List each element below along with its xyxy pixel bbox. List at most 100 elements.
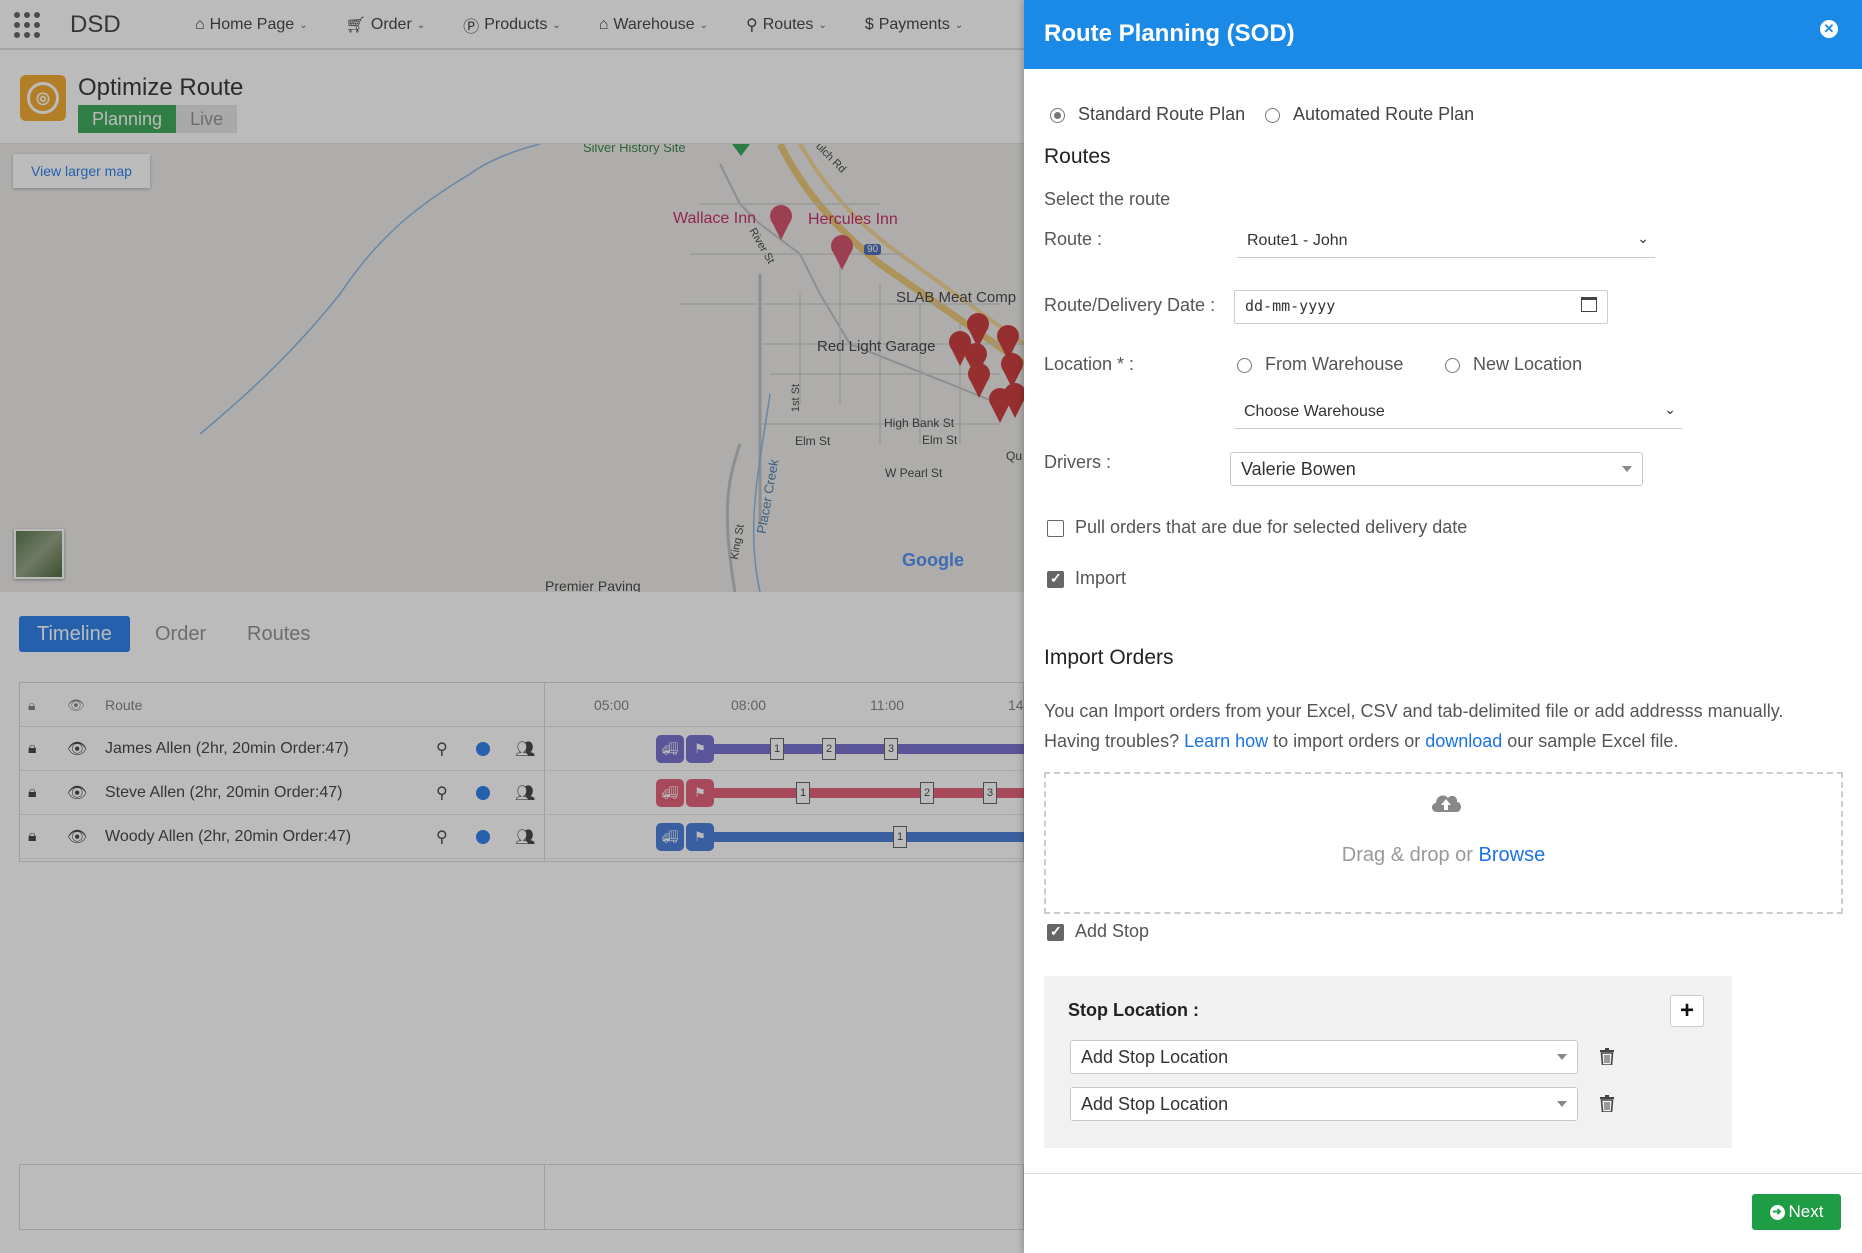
nav-home-page[interactable]: ⌂ Home Page ⌄ [195, 16, 308, 33]
live-toggle[interactable]: Live [176, 105, 238, 133]
apps-grid-icon[interactable] [14, 12, 40, 38]
route-map[interactable]: View larger map Silver History Site Wall… [0, 144, 1024, 592]
route-color-dot [476, 786, 490, 800]
pull-orders-option[interactable]: Pull orders that are due for selected de… [1047, 517, 1467, 538]
import-option[interactable]: Import [1047, 568, 1126, 589]
download-link[interactable]: download [1425, 731, 1503, 751]
map-label: Red Light Garage [817, 338, 936, 355]
radio[interactable] [1445, 357, 1460, 373]
checkbox-checked[interactable] [1047, 923, 1064, 941]
truck-icon[interactable]: 🚚︎ [656, 735, 684, 763]
eye-icon[interactable]: 👁︎ [67, 696, 85, 713]
table-row[interactable]: 🔒︎ 👁︎ James Allen (2hr, 20min Order:47) … [20, 727, 1025, 771]
flag-icon[interactable]: ⚑ [686, 823, 714, 851]
brand-name[interactable]: DSD [70, 11, 121, 38]
planning-toggle[interactable]: Planning [78, 105, 177, 133]
nav-order[interactable]: 🛒︎ Order ⌄ [345, 16, 426, 34]
lock-icon[interactable]: 🔒︎ [28, 740, 37, 757]
eye-icon[interactable]: 👁︎ [67, 829, 88, 846]
drivers-label: Drivers : [1044, 452, 1111, 472]
route-label: Route : [1044, 229, 1103, 249]
lock-icon[interactable]: 🔒︎ [28, 828, 37, 845]
nav-payments[interactable]: $ Payments ⌄ [864, 16, 964, 33]
add-stop-button[interactable]: + [1670, 995, 1704, 1027]
flag-icon[interactable]: ⚑ [686, 779, 714, 807]
tab-timeline[interactable]: Timeline [19, 616, 130, 652]
timeline-tabs: Timeline Order Routes [0, 592, 1024, 682]
view-larger-map-link[interactable]: View larger map [13, 154, 150, 188]
close-icon[interactable]: ✕ [1820, 20, 1838, 38]
tab-order[interactable]: Order [155, 623, 207, 645]
new-location-option[interactable]: New Location [1445, 354, 1582, 375]
add-stop-option[interactable]: Add Stop [1047, 921, 1149, 942]
checkbox[interactable] [1047, 519, 1064, 537]
route-color-dot [476, 742, 490, 756]
map-label: Hercules Inn [808, 211, 898, 228]
eye-icon[interactable]: 👁︎ [67, 785, 88, 802]
truck-icon[interactable]: 🚚︎ [656, 779, 684, 807]
map-marker-icon[interactable]: ⚲ [436, 785, 448, 802]
users-icon[interactable]: 👥︎ [515, 829, 536, 846]
checkbox-checked[interactable] [1047, 570, 1064, 588]
chevron-down-icon: ⌄ [299, 19, 308, 31]
flag-icon[interactable]: ⚑ [686, 735, 714, 763]
browse-link[interactable]: Browse [1478, 844, 1546, 866]
trash-icon[interactable] [1600, 1095, 1614, 1112]
nav-products[interactable]: Ⓟ Products ⌄ [463, 13, 561, 37]
stop-marker[interactable]: 2 [822, 738, 836, 760]
column-divider [544, 1165, 545, 1229]
file-dropzone[interactable]: Drag & drop or Browse [1044, 772, 1843, 914]
stop-marker[interactable]: 1 [770, 738, 784, 760]
warehouse-select[interactable]: Choose Warehouse ⌄ [1234, 399, 1682, 429]
driver-select[interactable]: Valerie Bowen [1230, 452, 1643, 486]
table-row[interactable]: 🔒︎ 👁︎ Woody Allen (2hr, 20min Order:47) … [20, 815, 1025, 859]
cloud-upload-icon [1431, 795, 1461, 812]
stop-marker[interactable]: 2 [920, 782, 934, 804]
chevron-down-icon: ⌄ [552, 19, 561, 31]
stop-marker[interactable]: 1 [893, 826, 907, 848]
standard-route-plan-option[interactable]: Standard Route Plan [1050, 104, 1245, 125]
radio-checked[interactable] [1050, 107, 1065, 123]
tab-routes[interactable]: Routes [247, 623, 311, 645]
nav-routes[interactable]: ⚲ Routes ⌄ [746, 16, 827, 34]
from-warehouse-option[interactable]: From Warehouse [1237, 354, 1403, 375]
map-label: Wallace Inn [673, 210, 756, 227]
stop-marker[interactable]: 3 [983, 782, 997, 804]
table-row[interactable]: 🔒︎ 👁︎ Steve Allen (2hr, 20min Order:47) … [20, 771, 1025, 815]
import-description: You can Import orders from your Excel, C… [1044, 701, 1784, 751]
learn-how-link[interactable]: Learn how [1184, 731, 1269, 751]
drop-text: Drag & drop or Browse [1341, 844, 1546, 866]
nav-warehouse[interactable]: ⌂ Warehouse ⌄ [598, 16, 709, 33]
map-label: Silver History Site [583, 144, 686, 155]
map-label: Elm St [922, 433, 958, 447]
eye-icon[interactable]: 👁︎ [67, 741, 88, 758]
users-icon[interactable]: 👥︎ [515, 741, 536, 758]
automated-route-plan-option[interactable]: Automated Route Plan [1265, 104, 1474, 125]
next-button[interactable]: ➜ Next [1752, 1194, 1841, 1230]
calendar-icon[interactable] [1581, 297, 1597, 312]
lock-icon[interactable]: 🔒︎ [28, 784, 37, 801]
timeline-bar [688, 832, 1025, 842]
map-marker-icon[interactable]: ⚲ [436, 829, 448, 846]
trash-icon[interactable] [1600, 1048, 1614, 1065]
radio[interactable] [1237, 357, 1252, 373]
map-marker-icon[interactable]: ⚲ [436, 741, 448, 758]
timeline-header-row: 🔒︎ 👁︎ Route 05:00 08:00 11:00 14 [20, 683, 1024, 727]
chevron-down-icon: ⌄ [699, 19, 709, 31]
stop-marker[interactable]: 3 [884, 738, 898, 760]
radio[interactable] [1265, 107, 1280, 123]
satellite-toggle[interactable] [14, 529, 64, 579]
modal-backdrop[interactable] [0, 0, 1024, 1253]
truck-icon[interactable]: 🚚︎ [656, 823, 684, 851]
time-label: 08:00 [731, 697, 767, 713]
users-icon[interactable]: 👥︎ [515, 785, 536, 802]
lock-icon[interactable]: 🔒︎ [28, 696, 36, 713]
stop-marker[interactable]: 1 [796, 782, 810, 804]
drawer-body: Standard Route Plan Automated Route Plan… [1024, 69, 1862, 1173]
time-label: 05:00 [594, 697, 630, 713]
arrow-circle-right-icon: ➜ [1769, 1204, 1785, 1220]
stop-location-select[interactable]: Add Stop Location [1070, 1087, 1578, 1121]
stop-location-select[interactable]: Add Stop Location [1070, 1040, 1578, 1074]
route-select[interactable]: Route1 - John ⌄ [1237, 228, 1655, 258]
delivery-date-input[interactable]: dd-mm-yyyy [1234, 290, 1608, 324]
